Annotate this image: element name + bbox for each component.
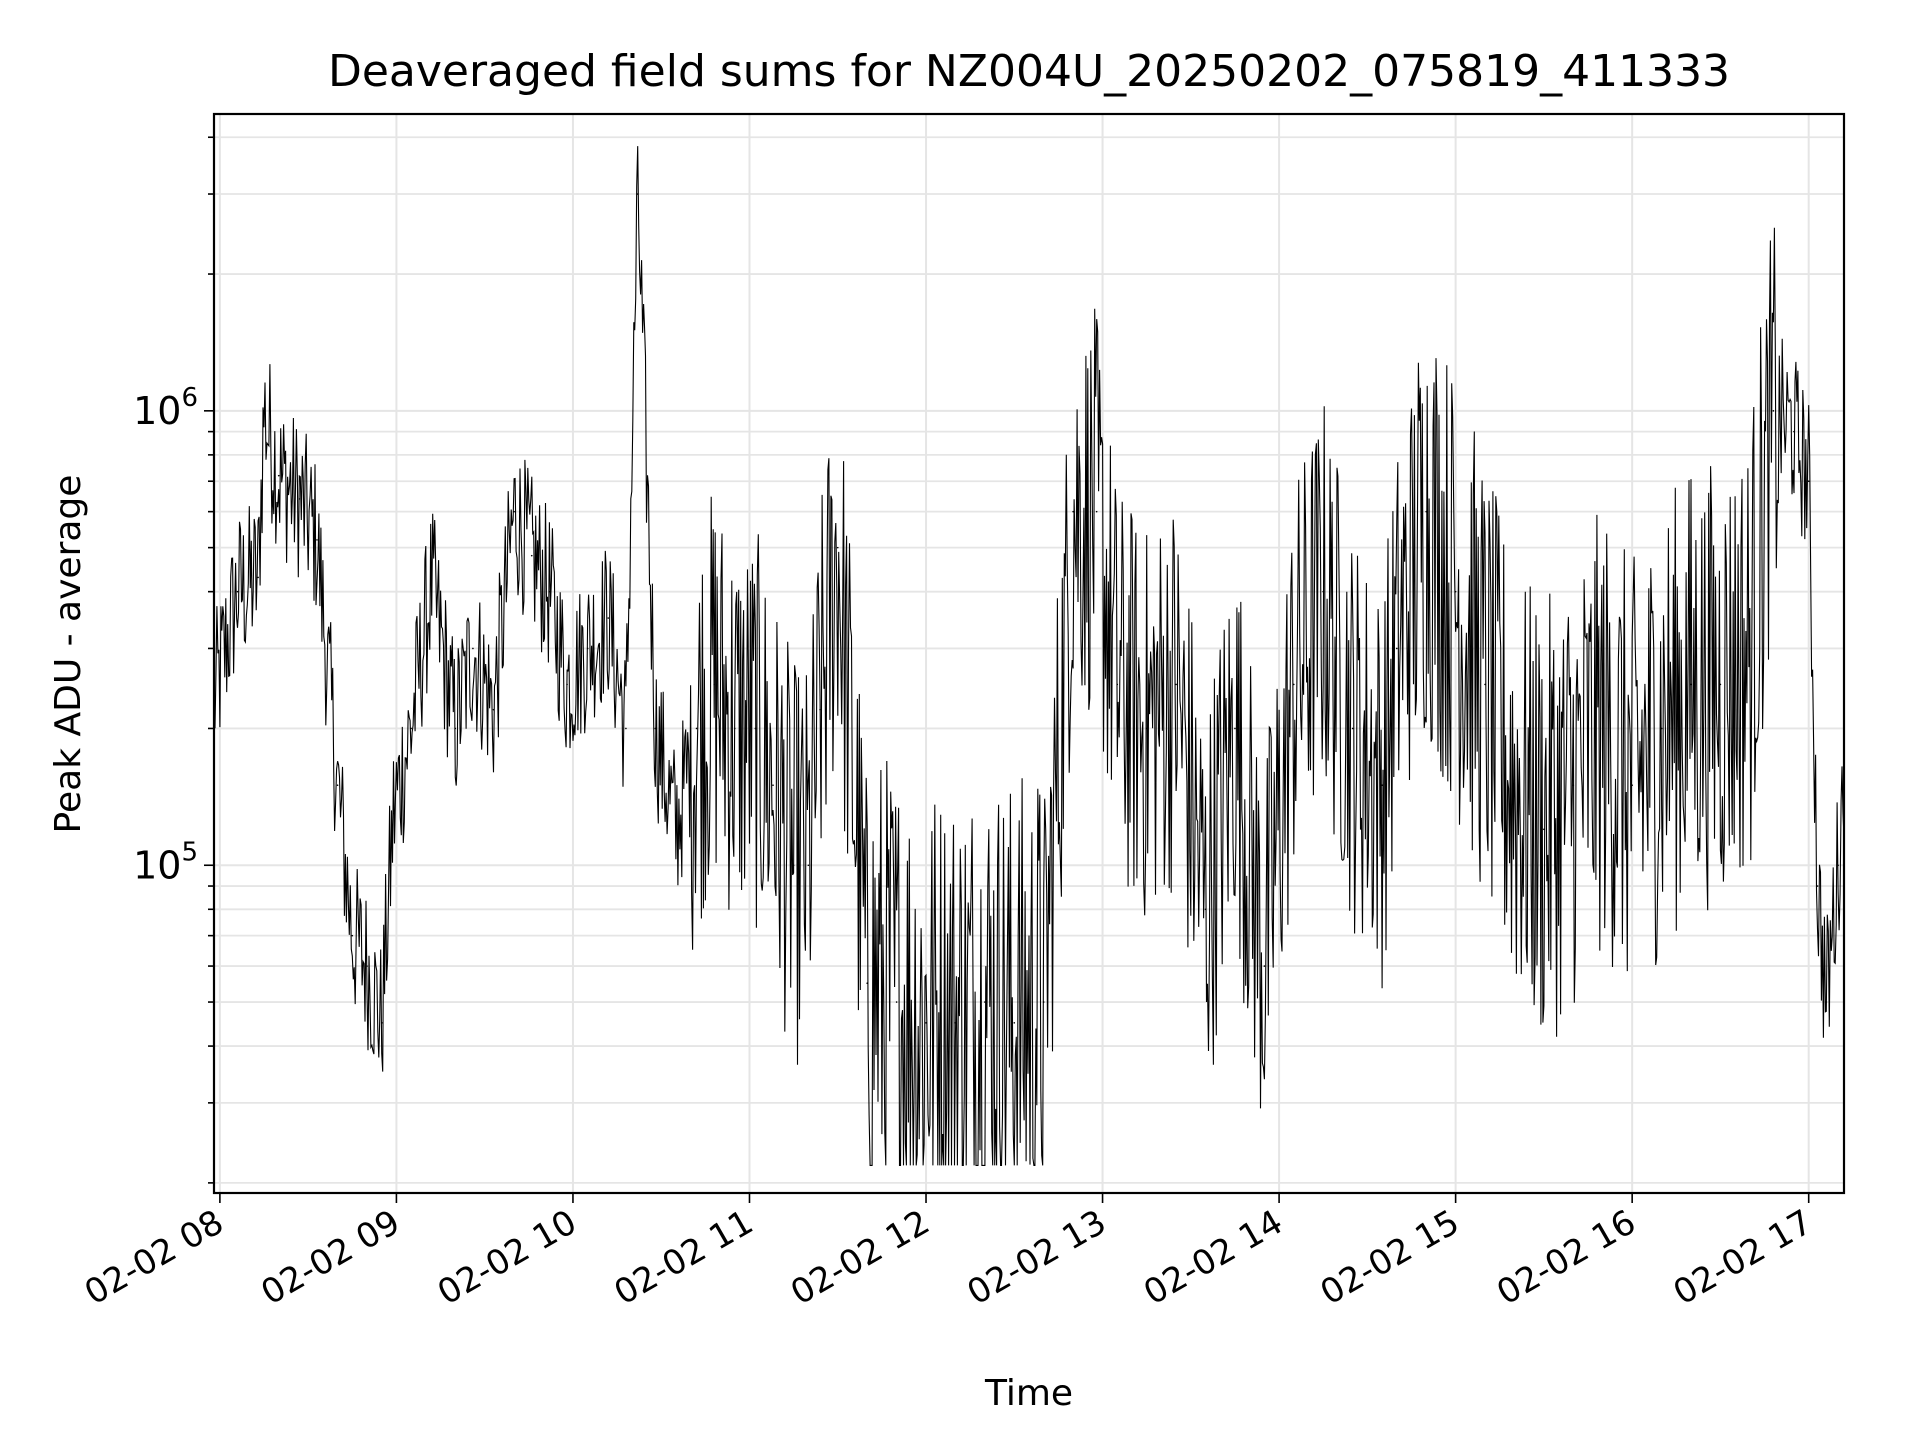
data-point (1234, 727, 1236, 730)
data-point (772, 784, 774, 787)
grid-lines (214, 114, 1844, 1193)
data-point (1013, 1022, 1016, 1024)
y-tick-base: 10 (133, 389, 181, 433)
data-point (1395, 647, 1398, 650)
series-layer (213, 146, 1845, 1166)
data-point (351, 934, 354, 937)
y-axis-label: Peak ADU - average (48, 475, 89, 834)
data-point (316, 539, 318, 541)
data-point (336, 784, 339, 787)
data-point (1807, 480, 1810, 483)
y-tick-exponent: 6 (181, 383, 198, 413)
data-point (277, 474, 280, 477)
series-line (213, 146, 1845, 1166)
x-axis-label: Time (984, 1373, 1073, 1414)
y-tick-exponent: 5 (181, 837, 198, 867)
data-point (1772, 410, 1775, 412)
data-point (695, 727, 698, 730)
data-point (530, 554, 533, 557)
chart-title: Deaveraged field sums for NZ004U_2025020… (328, 46, 1730, 97)
y-tick-label: 105 (133, 837, 198, 887)
data-point (472, 647, 474, 650)
data-point (1816, 885, 1819, 887)
plot-area-frame (212, 112, 1846, 1195)
data-point (807, 864, 810, 867)
y-tick-base: 10 (133, 843, 181, 887)
data-point (607, 617, 610, 619)
data-point (1351, 727, 1354, 730)
data-point (257, 576, 259, 579)
data-point (1175, 683, 1177, 686)
data-point (836, 546, 839, 549)
data-point (895, 1001, 898, 1003)
data-point (625, 727, 627, 730)
data-point (236, 590, 239, 593)
y-tick-label: 106 (133, 383, 198, 433)
data-point (1095, 510, 1098, 513)
data-point (1263, 965, 1266, 967)
